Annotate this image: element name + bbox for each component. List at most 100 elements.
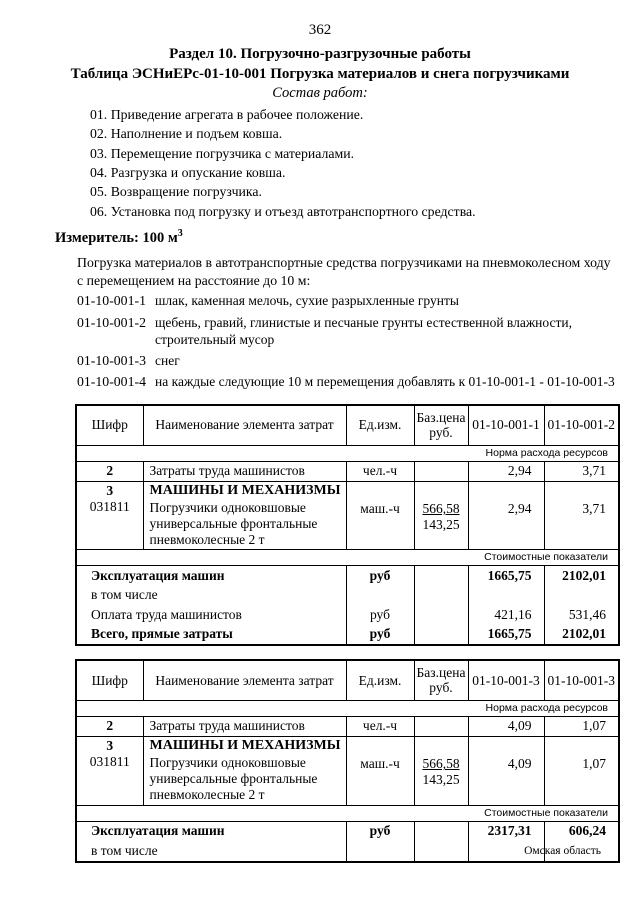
cost-row-name: Эксплуатация машин bbox=[75, 565, 347, 586]
code-id: 01-10-001-4 bbox=[77, 374, 146, 390]
labor-row-name: Затраты труда машинистов bbox=[142, 716, 347, 738]
column-header: Ед.изм. bbox=[345, 404, 415, 447]
works-item: 05. Возвращение погрузчика. bbox=[90, 184, 262, 200]
cost-row-unit: руб bbox=[345, 821, 415, 842]
code-id: 01-10-001-3 bbox=[77, 352, 146, 368]
cost-table: Шифр Наименование элемента затрат Ед.изм. Б… bbox=[75, 659, 620, 863]
column-header: Баз.цена руб. bbox=[413, 659, 469, 702]
column-header: Ед.изм. bbox=[345, 659, 415, 702]
machine-row-base-bottom: 143,25 bbox=[422, 517, 460, 533]
labor-row-unit: чел.-ч bbox=[345, 461, 415, 483]
codes-list: 01-10-001-1 шлак, каменная мелочь, сухие … bbox=[77, 293, 640, 391]
column-header: 01-10-001-3 bbox=[543, 659, 620, 702]
machine-row-base-price: 566,58 143,25 bbox=[413, 736, 469, 806]
machine-row-base-top: 566,58 bbox=[422, 756, 460, 772]
cost-section-label: Стоимостные показатели bbox=[75, 804, 620, 822]
code-row: 01-10-001-1 шлак, каменная мелочь, сухие … bbox=[77, 293, 640, 310]
machine-row-code-top: 3 bbox=[106, 738, 114, 754]
labor-row-value: 4,09 bbox=[467, 716, 545, 738]
column-header: Наименование элемента затрат bbox=[142, 404, 347, 447]
machine-row-value: 2,94 bbox=[467, 481, 545, 551]
cost-row-base-price bbox=[413, 565, 469, 586]
column-header: 01-10-001-2 bbox=[543, 404, 620, 447]
cost-row-unit bbox=[345, 585, 415, 606]
cost-row-name: Оплата труда машинистов bbox=[75, 605, 347, 625]
labor-row-unit: чел.-ч bbox=[345, 716, 415, 738]
cost-row-value: 606,24 bbox=[543, 821, 620, 842]
cost-row-unit: руб bbox=[345, 624, 415, 646]
cost-row-value: 421,16 bbox=[467, 605, 545, 625]
machine-row-base-bottom: 143,25 bbox=[422, 772, 460, 788]
column-header: Баз.цена руб. bbox=[413, 404, 469, 447]
labor-row-base-price bbox=[413, 461, 469, 483]
cost-row-name: в том числе bbox=[75, 841, 347, 862]
machine-row-name: МАШИНЫ И МЕХАНИЗМЫ Погрузчики одноковшовы… bbox=[142, 481, 347, 551]
measure-label: Измеритель: 100 м3 bbox=[55, 228, 640, 247]
labor-row-value: 3,71 bbox=[543, 461, 620, 483]
machine-row-value: 1,07 bbox=[543, 736, 620, 806]
machine-row-base-top: 566,58 bbox=[422, 501, 460, 517]
machine-row-unit: маш.-ч bbox=[345, 481, 415, 551]
machine-row-value: 3,71 bbox=[543, 481, 620, 551]
cost-tables-area: Шифр Наименование элемента затрат Ед.изм. Б… bbox=[0, 404, 640, 863]
code-row: 01-10-001-3 снег bbox=[77, 353, 640, 370]
machine-row-name: МАШИНЫ И МЕХАНИЗМЫ Погрузчики одноковшовы… bbox=[142, 736, 347, 806]
cost-row-name: в том числе bbox=[75, 585, 347, 606]
labor-row-name: Затраты труда машинистов bbox=[142, 461, 347, 483]
machine-row-unit: маш.-ч bbox=[345, 736, 415, 806]
cost-row-value: 531,46 bbox=[543, 605, 620, 625]
code-description: шлак, каменная мелочь, сухие разрыхленны… bbox=[155, 293, 459, 309]
column-header: 01-10-001-1 bbox=[467, 404, 545, 447]
labor-row-base-price bbox=[413, 716, 469, 738]
machine-row-value: 4,09 bbox=[467, 736, 545, 806]
cost-row-base-price bbox=[413, 624, 469, 646]
works-item: 04. Разгрузка и опускание ковша. bbox=[90, 164, 286, 180]
machine-row-code-top: 3 bbox=[106, 483, 114, 499]
column-header: 01-10-001-3 bbox=[467, 659, 545, 702]
cost-row-name: Эксплуатация машин bbox=[75, 821, 347, 842]
works-item: 02. Наполнение и подъем ковша. bbox=[90, 126, 283, 142]
code-id: 01-10-001-2 bbox=[77, 314, 146, 330]
works-item: 01. Приведение агрегата в рабочее положе… bbox=[90, 107, 364, 122]
labor-row-code: 2 bbox=[75, 461, 144, 483]
cost-section-label: Стоимостные показатели bbox=[75, 549, 620, 567]
cost-row-unit: руб bbox=[345, 605, 415, 625]
cost-row-value: 2102,01 bbox=[543, 624, 620, 646]
machine-row-description: Погрузчики одноковшовые универсальные фр… bbox=[149, 499, 318, 547]
machine-row-code-bottom: 031811 bbox=[89, 754, 130, 770]
section-title: Раздел 10. Погрузочно-разгрузочные работ… bbox=[169, 46, 471, 62]
cost-row-base-price bbox=[413, 605, 469, 625]
norm-section-label: Норма расхода ресурсов bbox=[75, 700, 620, 718]
cost-row-value: 2102,01 bbox=[543, 565, 620, 586]
norm-section-label: Норма расхода ресурсов bbox=[75, 445, 620, 463]
intro-paragraph: Погрузка материалов в автотранспортные с… bbox=[77, 255, 611, 288]
cost-table: Шифр Наименование элемента затрат Ед.изм. Б… bbox=[75, 404, 620, 647]
labor-row-code: 2 bbox=[75, 716, 144, 738]
machine-row-group: МАШИНЫ И МЕХАНИЗМЫ bbox=[149, 738, 341, 754]
cost-row-value: 1665,75 bbox=[467, 624, 545, 646]
cost-row-value: 1665,75 bbox=[467, 565, 545, 586]
cost-row-name: Всего, прямые затраты bbox=[75, 624, 347, 646]
cost-row-value bbox=[543, 585, 620, 606]
cost-row-base-price bbox=[413, 821, 469, 842]
works-list: 01. Приведение агрегата в рабочее положе… bbox=[90, 107, 640, 220]
column-header: Наименование элемента затрат bbox=[142, 659, 347, 702]
cost-row-value bbox=[543, 841, 620, 862]
cost-row-value bbox=[467, 585, 545, 606]
machine-row-code: 3 031811 bbox=[75, 736, 144, 806]
column-header: Шифр bbox=[75, 404, 144, 447]
page-number: 362 bbox=[308, 22, 332, 38]
measure-superscript: 3 bbox=[177, 228, 183, 240]
works-item: 03. Перемещение погрузчика с материалами… bbox=[90, 145, 355, 161]
code-description: снег bbox=[155, 352, 180, 368]
machine-row-group: МАШИНЫ И МЕХАНИЗМЫ bbox=[149, 483, 341, 499]
table-title: Таблица ЭСНиЕРс-01-10-001 Погрузка матер… bbox=[70, 66, 570, 82]
machine-row-code: 3 031811 bbox=[75, 481, 144, 551]
cost-row-unit: руб bbox=[345, 565, 415, 586]
labor-row-value: 2,94 bbox=[467, 461, 545, 483]
code-description: щебень, гравий, глинистые и песчаные гру… bbox=[155, 314, 572, 347]
measure-text: Измеритель: 100 м bbox=[55, 230, 178, 247]
cost-row-value: 2317,31 bbox=[467, 821, 545, 842]
machine-row-description: Погрузчики одноковшовые универсальные фр… bbox=[149, 754, 318, 802]
works-item: 06. Установка под погрузку и отъезд авто… bbox=[90, 203, 476, 219]
